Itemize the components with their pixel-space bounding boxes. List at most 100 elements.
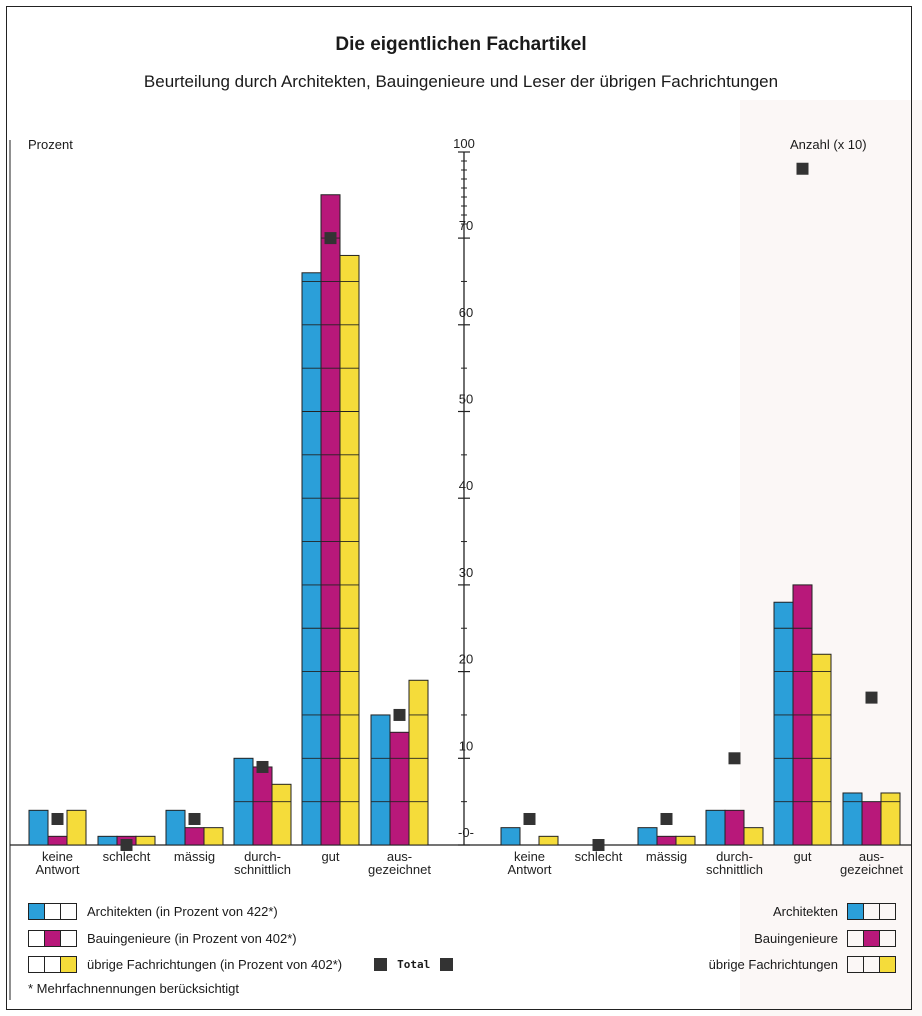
category-label: gut	[793, 849, 811, 864]
total-marker	[865, 691, 878, 704]
bar	[880, 792, 901, 846]
bar	[47, 835, 68, 846]
bar	[252, 766, 273, 846]
legend-right-architekten: Architekten	[773, 903, 896, 920]
chart-title: Die eigentlichen Fachartikel	[335, 34, 587, 55]
footnote: * Mehrfachnennungen berücksichtigt	[28, 981, 240, 996]
legend-right-uebrige: übrige Fachrichtungen	[709, 956, 896, 973]
bar	[861, 801, 882, 846]
chart-subtitle: Beurteilung durch Architekten, Bauingeni…	[143, 72, 779, 91]
total-marker-icon	[440, 958, 454, 971]
legend-right-bauingenieure: Bauingenieure	[754, 930, 896, 947]
bar	[408, 679, 429, 846]
category-label: mässig	[646, 849, 687, 864]
legend-item-bauingenieure: Bauingenieure (in Prozent von 402*)	[28, 930, 297, 947]
axis-tick-label: 60	[459, 305, 473, 320]
total-marker	[728, 752, 741, 765]
category-label: durch-	[716, 849, 753, 864]
background-bleed	[740, 100, 922, 1016]
bar	[28, 809, 49, 846]
legend-swatch	[60, 903, 77, 920]
legend-swatch	[28, 930, 45, 947]
legend-swatch	[879, 956, 896, 973]
legend-label: Bauingenieure	[754, 931, 838, 946]
bar	[724, 809, 745, 846]
total-marker	[393, 708, 406, 721]
bar	[773, 601, 794, 846]
legend-swatch	[44, 956, 61, 973]
axis-tick-label: 20	[459, 652, 473, 667]
category-label: gezeichnet	[840, 862, 903, 877]
axis-tick-label: -0-	[458, 825, 474, 840]
bar	[500, 827, 521, 846]
category-label: schlecht	[103, 849, 151, 864]
axis-tick-label: 70	[459, 218, 473, 233]
axis-tick-label: 10	[459, 738, 473, 753]
legend-label: übrige Fachrichtungen	[708, 957, 838, 972]
legend-swatch	[847, 956, 864, 973]
axis-tick-label: 30	[459, 565, 473, 580]
category-label: durch-	[244, 849, 281, 864]
category-label: gezeichnet	[368, 862, 431, 877]
bar	[203, 827, 224, 846]
legend-swatch	[879, 930, 896, 947]
legend-swatch	[847, 903, 864, 920]
category-label: keine	[42, 849, 73, 864]
bar	[842, 792, 863, 846]
total-marker	[51, 812, 64, 825]
legend-swatch	[863, 956, 880, 973]
legend-label: Bauingenieure (in Prozent von 402*)	[87, 931, 297, 946]
legend-swatch	[60, 930, 77, 947]
total-marker	[120, 839, 133, 851]
legend-item-uebrige: übrige Fachrichtungen (in Prozent von 40…	[28, 956, 454, 973]
bar	[165, 809, 186, 846]
bar	[339, 254, 360, 846]
bar	[320, 194, 341, 846]
legend-label: Architekten	[772, 904, 838, 919]
category-label: schlecht	[575, 849, 623, 864]
bar	[389, 731, 410, 846]
axis-tick-label: 100	[453, 136, 475, 151]
category-label: mässig	[174, 849, 215, 864]
legend-label: übrige Fachrichtungen (in Prozent von 40…	[87, 957, 343, 972]
legend-swatch	[863, 930, 880, 947]
bar	[656, 835, 677, 846]
total-marker	[592, 839, 605, 851]
legend-swatch	[60, 956, 77, 973]
legend-swatch	[44, 903, 61, 920]
total-marker	[796, 162, 809, 175]
legend-swatch	[863, 903, 880, 920]
bar	[66, 809, 87, 846]
bar	[301, 272, 322, 846]
legend-swatch	[879, 903, 896, 920]
category-label: schnittlich	[234, 862, 291, 877]
bar	[271, 783, 292, 846]
category-label: aus-	[387, 849, 412, 864]
axis-tick-label: 40	[459, 478, 473, 493]
legend-swatch	[28, 956, 45, 973]
category-label: keine	[514, 849, 545, 864]
legend-total-label: Total	[397, 958, 431, 971]
bar	[743, 827, 764, 846]
category-label: schnittlich	[706, 862, 763, 877]
bar	[811, 653, 832, 846]
bar	[675, 835, 696, 846]
bar	[538, 835, 559, 846]
bar	[97, 835, 118, 846]
figure-frame	[6, 6, 912, 1010]
right-axis-label: Anzahl (x 10)	[790, 137, 867, 152]
total-marker-icon	[374, 958, 388, 971]
legend-item-architekten: Architekten (in Prozent von 422*)	[28, 903, 278, 920]
total-marker	[256, 760, 269, 773]
axis-tick-label: 50	[459, 392, 473, 407]
total-marker	[523, 812, 536, 825]
legend-label: Architekten (in Prozent von 422*)	[87, 904, 278, 919]
total-marker	[324, 232, 337, 245]
category-label: Antwort	[35, 862, 79, 877]
category-label: gut	[321, 849, 339, 864]
bar	[705, 809, 726, 846]
legend-swatch	[28, 903, 45, 920]
category-label: Antwort	[507, 862, 551, 877]
category-label: aus-	[859, 849, 884, 864]
